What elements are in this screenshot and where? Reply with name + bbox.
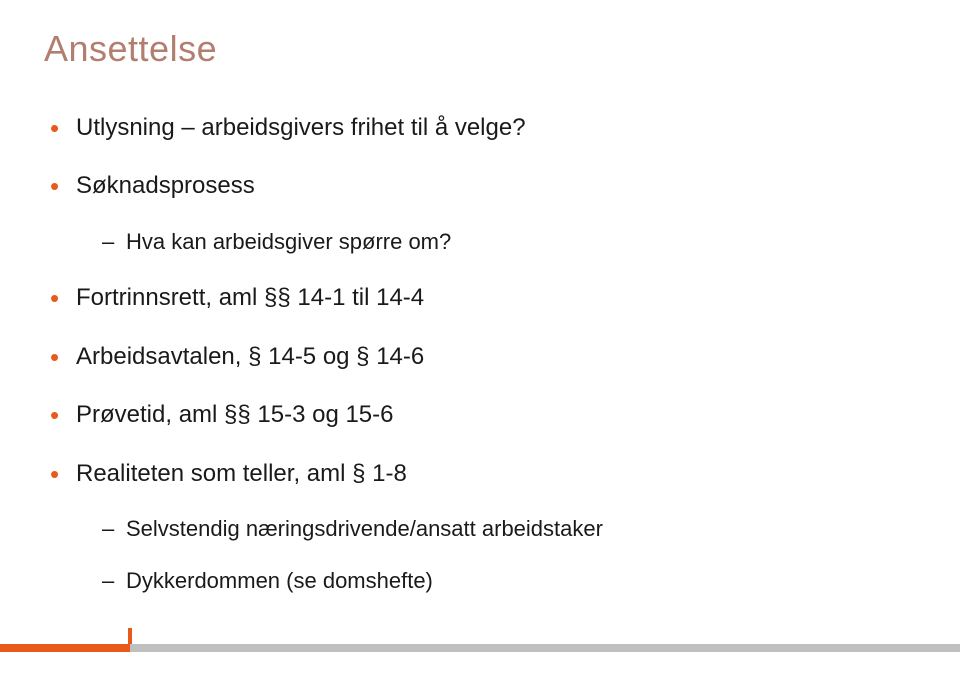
- list-item: Utlysning – arbeidsgivers frihet til å v…: [50, 112, 916, 144]
- list-item: Fortrinnsrett, aml §§ 14-1 til 14-4: [50, 282, 916, 314]
- list-item: Søknadsprosess Hva kan arbeidsgiver spør…: [50, 170, 916, 256]
- sub-list-item: Hva kan arbeidsgiver spørre om?: [102, 227, 916, 257]
- footer-tick: [128, 628, 132, 644]
- list-item-text: Søknadsprosess: [76, 172, 255, 199]
- list-item-text: Prøvetid, aml §§ 15-3 og 15-6: [76, 401, 394, 428]
- list-item: Arbeidsavtalen, § 14-5 og § 14-6: [50, 341, 916, 373]
- sub-list-item-text: Hva kan arbeidsgiver spørre om?: [126, 229, 451, 254]
- sub-list-item-text: Selvstendig næringsdrivende/ansatt arbei…: [126, 516, 603, 541]
- list-item: Realiteten som teller, aml § 1-8 Selvste…: [50, 458, 916, 596]
- bullet-list: Utlysning – arbeidsgivers frihet til å v…: [44, 112, 916, 595]
- sub-list: Hva kan arbeidsgiver spørre om?: [76, 227, 916, 257]
- list-item-text: Arbeidsavtalen, § 14-5 og § 14-6: [76, 343, 424, 370]
- sub-list: Selvstendig næringsdrivende/ansatt arbei…: [76, 514, 916, 595]
- footer-gray-segment: [130, 644, 960, 652]
- list-item-text: Fortrinnsrett, aml §§ 14-1 til 14-4: [76, 284, 424, 311]
- list-item-text: Utlysning – arbeidsgivers frihet til å v…: [76, 114, 526, 141]
- sub-list-item: Selvstendig næringsdrivende/ansatt arbei…: [102, 514, 916, 544]
- sub-list-item: Dykkerdommen (se domshefte): [102, 566, 916, 596]
- footer-orange-segment: [0, 644, 130, 652]
- list-item-text: Realiteten som teller, aml § 1-8: [76, 460, 407, 487]
- list-item: Prøvetid, aml §§ 15-3 og 15-6: [50, 399, 916, 431]
- slide: Ansettelse Utlysning – arbeidsgivers fri…: [0, 0, 960, 682]
- slide-title: Ansettelse: [44, 28, 916, 70]
- footer-bar: [0, 644, 960, 652]
- sub-list-item-text: Dykkerdommen (se domshefte): [126, 568, 433, 593]
